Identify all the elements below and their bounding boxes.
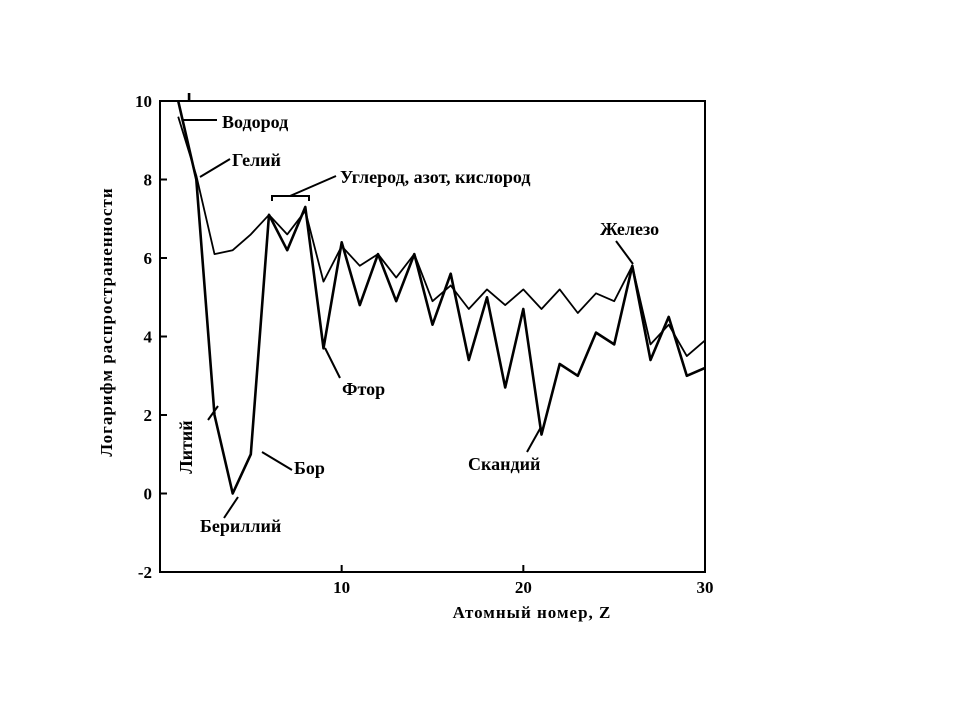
- annotation-hydrogen: Водород: [222, 112, 288, 132]
- leader-cno: [289, 175, 337, 197]
- leader-iron: [615, 240, 634, 265]
- annotation-cno: Углерод, азот, кислород: [340, 167, 531, 187]
- annotation-fluorine: Фтор: [342, 379, 385, 399]
- x-tick-label: 10: [333, 578, 350, 597]
- series-line-1: [176, 101, 705, 495]
- leader-boron: [261, 451, 293, 471]
- leader-scandium: [526, 426, 542, 453]
- leader-helium: [199, 158, 231, 178]
- x-tick-label: 20: [515, 578, 532, 597]
- tick-labels: -2 0 2 4 6 8 10 10 20 30: [135, 92, 714, 597]
- y-tick-label: 6: [144, 249, 153, 268]
- annotation-iron: Железо: [600, 219, 659, 239]
- annotation-beryllium: Бериллий: [200, 516, 281, 536]
- y-tick-label: 4: [144, 328, 153, 347]
- annotation-lithium: Литий: [176, 420, 196, 473]
- y-tick-label: 0: [144, 485, 153, 504]
- annotation-leaders: [183, 119, 634, 519]
- annotation-helium: Гелий: [232, 150, 281, 170]
- y-axis-label: Логарифм распространенности: [97, 187, 116, 456]
- x-tick-label: 30: [697, 578, 714, 597]
- annotation-boron: Бор: [294, 458, 325, 478]
- leader-beryllium: [223, 496, 239, 519]
- y-tick-label: -2: [138, 563, 152, 582]
- x-axis-label: Атомный номер, Z: [453, 603, 612, 622]
- leader-fluorine: [324, 347, 341, 379]
- series-lines: [176, 93, 705, 495]
- y-tick-label: 8: [144, 171, 153, 190]
- series-line-2: [177, 116, 705, 358]
- annotation-scandium: Скандий: [468, 454, 540, 474]
- y-tick-label: 2: [144, 406, 153, 425]
- y-tick-label: 10: [135, 92, 152, 111]
- leader-lithium: [207, 405, 219, 421]
